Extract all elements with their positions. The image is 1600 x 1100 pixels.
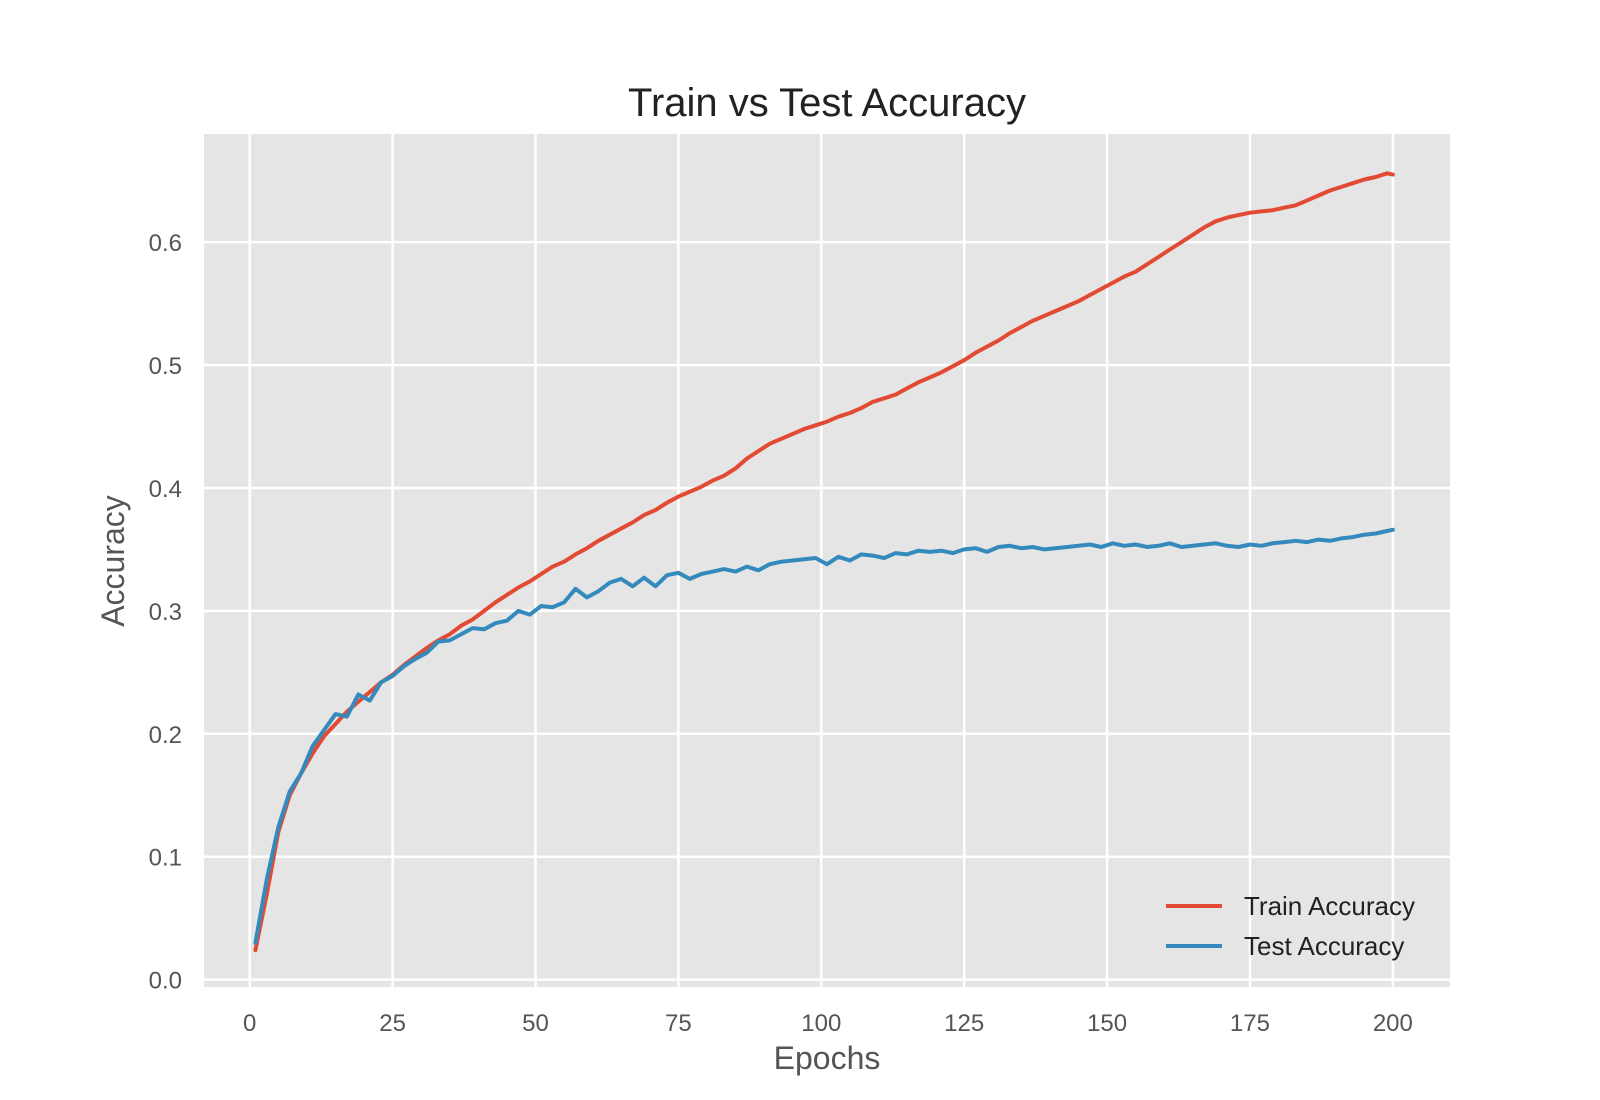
x-tick-label: 25 xyxy=(379,1010,406,1037)
series-line-test xyxy=(253,527,1395,945)
y-tick-label: 0.3 xyxy=(149,599,182,626)
legend-label: Test Accuracy xyxy=(1244,931,1404,961)
x-tick-label: 200 xyxy=(1373,1010,1413,1037)
x-tick-label: 100 xyxy=(801,1010,841,1037)
x-axis-title: Epochs xyxy=(774,1040,881,1076)
chart-title: Train vs Test Accuracy xyxy=(628,81,1026,125)
y-tick-label: 0.2 xyxy=(149,722,182,749)
x-tick-label: 175 xyxy=(1230,1010,1270,1037)
y-tick-label: 0.0 xyxy=(149,968,182,995)
y-tick-label: 0.4 xyxy=(149,476,182,503)
legend: Train Accuracy Test Accuracy xyxy=(1166,891,1415,961)
x-axis-ticks: 0 25 50 75 100 125 150 175 200 xyxy=(243,1010,1413,1037)
y-axis-ticks: 0.0 0.1 0.2 0.3 0.4 0.5 0.6 xyxy=(149,230,182,994)
series-line-train xyxy=(253,171,1395,953)
y-tick-label: 0.1 xyxy=(149,845,182,872)
x-tick-label: 125 xyxy=(944,1010,984,1037)
y-tick-label: 0.5 xyxy=(149,353,182,380)
y-tick-label: 0.6 xyxy=(149,230,182,257)
x-tick-label: 150 xyxy=(1087,1010,1127,1037)
x-tick-label: 0 xyxy=(243,1010,256,1037)
x-tick-label: 50 xyxy=(522,1010,549,1037)
x-tick-label: 75 xyxy=(665,1010,692,1037)
y-axis-title: Accuracy xyxy=(95,495,131,627)
series-lines xyxy=(253,171,1395,953)
legend-label: Train Accuracy xyxy=(1244,891,1415,921)
plot-area-background xyxy=(204,134,1450,987)
